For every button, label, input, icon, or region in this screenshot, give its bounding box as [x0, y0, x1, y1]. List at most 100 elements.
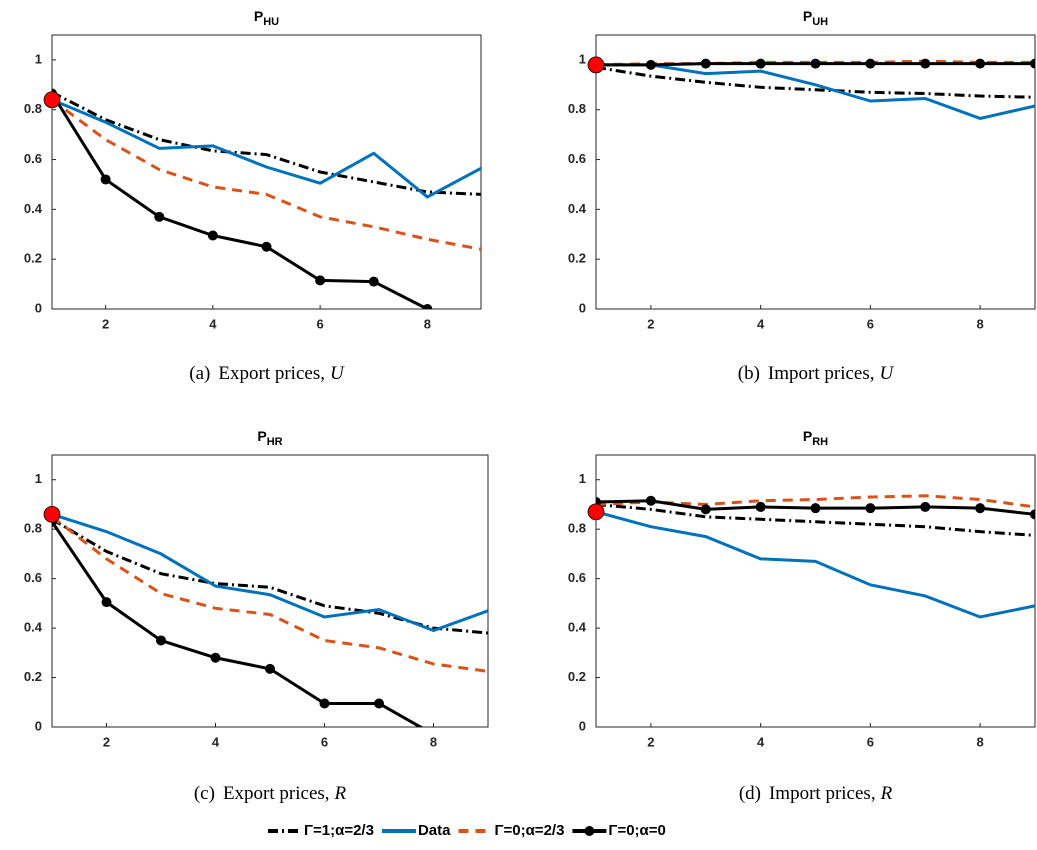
- series-line: [52, 520, 424, 727]
- y-tick-label: 0.8: [24, 521, 42, 536]
- y-tick-label: 0.2: [568, 669, 586, 684]
- caption: (b) Import prices, U: [738, 363, 895, 384]
- y-tick-label: 0: [579, 718, 586, 733]
- series-line: [52, 92, 429, 309]
- caption-label: (d): [739, 783, 761, 804]
- series-marker: [920, 58, 931, 69]
- x-tick-label: 6: [321, 734, 328, 749]
- y-tick-label: 0.4: [568, 620, 587, 635]
- series-marker: [422, 304, 433, 309]
- x-tick-label: 8: [977, 316, 984, 331]
- y-tick-label: 0.8: [568, 521, 586, 536]
- legend-label: Γ=0;α=0: [608, 822, 665, 839]
- x-tick-label: 2: [647, 316, 654, 331]
- series-marker: [156, 635, 166, 646]
- series-marker: [645, 59, 656, 70]
- y-tick-label: 1: [579, 471, 586, 486]
- x-tick-label: 8: [424, 316, 431, 331]
- series-marker: [100, 174, 111, 185]
- series-marker: [975, 503, 986, 514]
- series-line: [52, 90, 481, 196]
- title-sub: RH: [812, 436, 828, 448]
- series-marker: [700, 504, 711, 515]
- series-marker: [920, 501, 931, 512]
- series-marker: [865, 503, 876, 514]
- y-tick-label: 0.8: [568, 101, 586, 116]
- series-line: [52, 515, 488, 673]
- caption-text: Export prices,: [223, 783, 330, 804]
- series-line: [52, 98, 481, 251]
- x-tick-label: 6: [867, 734, 874, 749]
- series-marker: [210, 652, 221, 663]
- legend-marker: [584, 826, 595, 836]
- title-main: P: [803, 428, 812, 444]
- y-tick-label: 0.6: [568, 570, 586, 585]
- axes-frame: [51, 454, 489, 728]
- axes-frame: [51, 34, 482, 310]
- x-tick-label: 2: [647, 734, 654, 749]
- caption-label: (b): [738, 363, 760, 384]
- series-marker: [315, 275, 326, 286]
- start-marker: [43, 91, 61, 109]
- legend-label: Data: [418, 822, 451, 839]
- x-tick-label: 2: [102, 316, 109, 331]
- series-marker: [975, 58, 986, 69]
- series-line: [596, 510, 1035, 619]
- y-tick-label: 1: [35, 471, 42, 486]
- title-sub: HR: [267, 436, 283, 448]
- y-tick-label: 0.2: [568, 251, 586, 266]
- y-tick-label: 0.4: [24, 620, 43, 635]
- series-marker: [755, 58, 766, 69]
- y-tick-label: 0.4: [568, 201, 587, 216]
- axes-frame: [595, 454, 1036, 728]
- x-tick-label: 8: [977, 734, 984, 749]
- series-marker: [1030, 509, 1035, 520]
- chart-title: PUH: [803, 8, 828, 28]
- caption: (d) Import prices, R: [739, 783, 893, 804]
- legend-label: Γ=1;α=2/3: [304, 822, 374, 839]
- x-tick-label: 4: [757, 734, 765, 749]
- chart-title: PHR: [257, 428, 282, 448]
- series-marker: [261, 241, 272, 252]
- caption-label: (a): [189, 363, 210, 384]
- series-marker: [368, 276, 379, 287]
- caption: (a) Export prices, U: [189, 363, 345, 384]
- y-tick-label: 1: [35, 51, 42, 66]
- title-main: P: [254, 8, 263, 24]
- series-marker: [154, 211, 165, 222]
- series-marker: [101, 597, 112, 608]
- series-marker: [810, 503, 821, 514]
- series-marker: [645, 495, 656, 506]
- series-line: [52, 512, 488, 633]
- caption-text: Export prices,: [218, 363, 325, 384]
- caption-var: R: [334, 783, 347, 804]
- caption-text: Import prices,: [768, 363, 875, 384]
- series-marker: [265, 663, 275, 674]
- caption: (c) Export prices, R: [194, 783, 347, 804]
- series-line: [596, 502, 1035, 537]
- x-tick-label: 2: [103, 734, 110, 749]
- caption-label: (c): [194, 783, 215, 804]
- series-marker: [810, 58, 821, 69]
- plot-area: [596, 58, 1035, 121]
- x-tick-label: 6: [867, 316, 874, 331]
- chart-title: PHU: [254, 8, 279, 28]
- series-marker: [700, 58, 711, 69]
- series-line: [52, 98, 481, 199]
- y-tick-label: 0.8: [24, 101, 42, 116]
- x-tick-label: 4: [757, 316, 765, 331]
- y-tick-label: 0.6: [568, 151, 586, 166]
- start-marker: [43, 505, 61, 523]
- series-marker: [755, 501, 766, 512]
- chart-title: PRH: [803, 428, 828, 448]
- y-tick-label: 0.6: [24, 570, 42, 585]
- axes-frame: [595, 34, 1036, 310]
- caption-var: R: [880, 783, 893, 804]
- start-marker: [587, 56, 605, 74]
- y-tick-label: 0: [35, 300, 42, 315]
- caption-var: U: [880, 363, 895, 384]
- y-tick-label: 0.2: [24, 669, 42, 684]
- series-marker: [865, 58, 876, 69]
- y-tick-label: 1: [579, 51, 586, 66]
